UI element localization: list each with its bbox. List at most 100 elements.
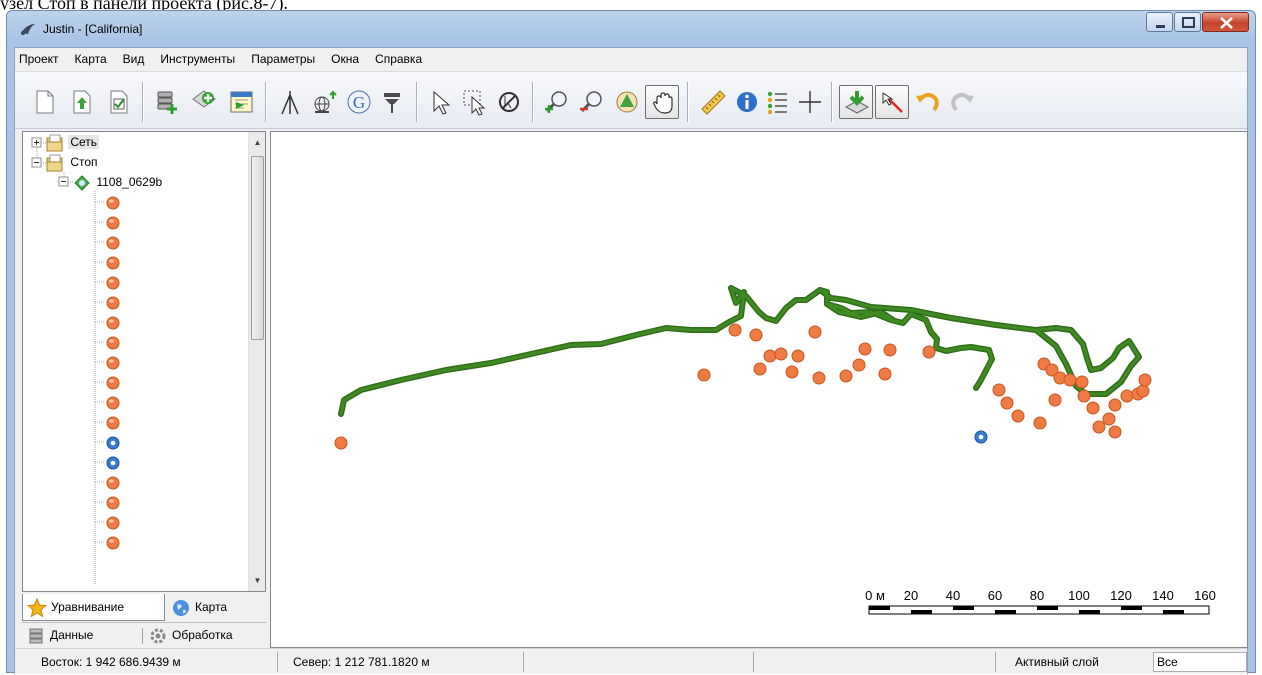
stop-point-marker[interactable] (1108, 425, 1122, 439)
stop-point-marker[interactable] (858, 342, 872, 356)
add-item-button[interactable] (187, 85, 221, 119)
minimize-button[interactable] (1146, 12, 1173, 32)
maximize-button[interactable] (1174, 12, 1201, 32)
stop-point-marker[interactable] (839, 369, 853, 383)
stop-point-marker[interactable] (753, 362, 767, 376)
menu-tools[interactable]: Инструменты (160, 52, 236, 66)
stop-point-marker[interactable] (1011, 409, 1025, 423)
tripod-button[interactable] (273, 85, 307, 119)
stop-point-marker[interactable] (1045, 363, 1059, 377)
stop-point-marker[interactable] (1092, 420, 1106, 434)
info-button[interactable] (730, 85, 764, 119)
legend-list-button[interactable] (760, 85, 794, 119)
stop-point-marker[interactable] (791, 349, 805, 363)
tree-point-item[interactable] (105, 192, 121, 212)
globe-settings-button[interactable] (307, 85, 341, 119)
title-bar[interactable]: Justin - [California] (7, 11, 1255, 47)
scroll-down-arrow-icon[interactable]: ▼ (253, 576, 262, 585)
stop-point-marker[interactable] (1086, 401, 1100, 415)
tree-point-item[interactable] (105, 232, 121, 252)
crosshair-button[interactable] (793, 85, 827, 119)
stop-point-marker[interactable] (1033, 416, 1047, 430)
tree-point-item[interactable] (105, 312, 121, 332)
stop-point-marker[interactable] (1000, 396, 1014, 410)
tab-adjustment[interactable]: Уравнивание (22, 594, 165, 621)
tree-point-item[interactable] (105, 532, 121, 552)
stop-point-marker[interactable] (1075, 375, 1089, 389)
tree-point-item[interactable] (105, 332, 121, 352)
tree-point-item[interactable] (105, 492, 121, 512)
tree-point-item[interactable] (105, 372, 121, 392)
stop-point-marker[interactable] (878, 367, 892, 381)
active-layer-select[interactable]: Все (1153, 652, 1247, 672)
stop-point-marker[interactable] (697, 368, 711, 382)
stop-point-marker[interactable] (1136, 384, 1150, 398)
draw-line-button[interactable] (875, 85, 909, 119)
download-layer-button[interactable] (839, 85, 873, 119)
stop-point-marker[interactable] (728, 323, 742, 337)
stop-point-marker[interactable] (774, 347, 788, 361)
stop-point-marker[interactable] (922, 345, 936, 359)
stop-point-marker[interactable] (1077, 389, 1091, 403)
add-database-button[interactable] (150, 85, 184, 119)
antenna-button[interactable] (375, 85, 409, 119)
zoom-extent-button[interactable] (610, 85, 644, 119)
stop-point-marker[interactable] (1138, 373, 1152, 387)
stop-point-marker[interactable] (1048, 393, 1062, 407)
select-rectangle-button[interactable] (458, 85, 492, 119)
map-view[interactable]: 0 м 20 40 60 80 100 120 140 160 (270, 131, 1248, 648)
stop-point-marker[interactable] (1063, 373, 1077, 387)
tree-point-item[interactable] (105, 292, 121, 312)
tree-point-item[interactable] (105, 392, 121, 412)
no-select-button[interactable] (492, 85, 526, 119)
menu-windows[interactable]: Окна (331, 52, 360, 66)
select-arrow-button[interactable] (424, 85, 458, 119)
open-file-button[interactable] (64, 85, 98, 119)
stop-point-marker[interactable] (883, 343, 897, 357)
scroll-up-arrow-icon[interactable]: ▲ (253, 138, 262, 147)
tree-point-item[interactable] (105, 352, 121, 372)
stop-point-marker[interactable] (808, 325, 822, 339)
google-button[interactable]: G (342, 85, 376, 119)
import-data-button[interactable] (224, 85, 258, 119)
tree-point-item[interactable] (105, 452, 121, 472)
menu-settings[interactable]: Параметры (251, 52, 316, 66)
zoom-in-button[interactable] (540, 85, 574, 119)
scroll-thumb[interactable] (251, 156, 264, 340)
stop-point-marker[interactable] (852, 358, 866, 372)
tree-point-item[interactable] (105, 472, 121, 492)
tree-point-item[interactable] (105, 272, 121, 292)
stop-point-marker[interactable] (992, 383, 1006, 397)
tab-data[interactable]: Данные (22, 623, 142, 648)
stop-point-marker[interactable] (763, 349, 777, 363)
pan-hand-button[interactable] (645, 85, 679, 119)
undo-button[interactable] (911, 85, 945, 119)
stop-point-marker[interactable] (1102, 412, 1116, 426)
zoom-out-button[interactable] (575, 85, 609, 119)
tab-map[interactable]: Карта (167, 594, 265, 621)
tab-processing[interactable]: Обработка (144, 623, 264, 648)
tree-node-stop[interactable]: Стоп (45, 152, 100, 172)
tree-node-session[interactable]: 1108_0629b (73, 172, 164, 192)
stop-point-marker[interactable] (749, 328, 763, 342)
tree-scrollbar[interactable]: ▲ ▼ (248, 132, 265, 591)
redo-button[interactable] (945, 85, 979, 119)
tree-point-item[interactable] (105, 212, 121, 232)
tree-node-network[interactable]: Сеть (45, 132, 100, 152)
measure-ruler-button[interactable] (696, 85, 730, 119)
menu-project[interactable]: Проект (19, 52, 59, 66)
menu-map[interactable]: Карта (74, 52, 107, 66)
tree-point-item[interactable] (105, 252, 121, 272)
stop-point-marker[interactable] (812, 371, 826, 385)
stop-point-marker[interactable] (334, 436, 348, 450)
tree-point-item[interactable] (105, 512, 121, 532)
new-file-button[interactable] (27, 85, 61, 119)
tree-point-item[interactable] (105, 432, 121, 452)
menu-view[interactable]: Вид (122, 52, 145, 66)
close-button[interactable] (1202, 12, 1249, 32)
stop-point-marker[interactable] (1108, 398, 1122, 412)
menu-help[interactable]: Справка (375, 52, 423, 66)
save-file-button[interactable] (101, 85, 135, 119)
stop-point-marker[interactable] (785, 365, 799, 379)
tree-point-item[interactable] (105, 412, 121, 432)
